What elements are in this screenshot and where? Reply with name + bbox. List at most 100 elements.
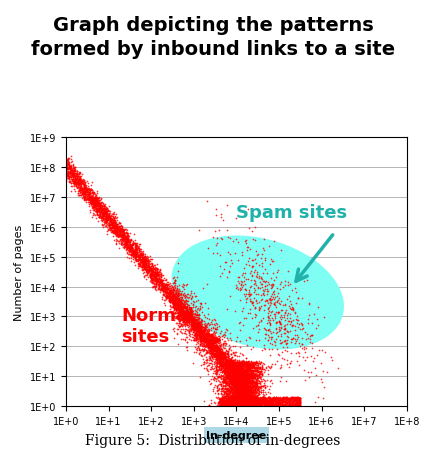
Text: Normal
sites: Normal sites xyxy=(121,306,194,345)
Point xyxy=(267,321,273,328)
Point xyxy=(257,385,264,392)
Point xyxy=(273,329,280,336)
Point xyxy=(209,345,216,352)
Point xyxy=(234,376,241,383)
Point xyxy=(248,401,254,408)
Point xyxy=(217,397,224,404)
Point xyxy=(205,344,212,352)
Point xyxy=(239,387,245,394)
Point xyxy=(225,367,232,374)
Point xyxy=(240,384,247,392)
Point xyxy=(251,372,258,379)
Point xyxy=(243,361,250,369)
Point xyxy=(134,255,141,263)
Point xyxy=(181,315,188,322)
Point xyxy=(101,211,107,218)
Point xyxy=(258,382,265,390)
Point xyxy=(75,177,81,184)
Point xyxy=(176,302,183,309)
Point xyxy=(245,392,252,399)
Point xyxy=(212,359,219,367)
Point xyxy=(234,396,241,403)
Point xyxy=(245,359,251,366)
Point xyxy=(220,341,227,348)
Point xyxy=(279,338,285,346)
Point xyxy=(230,378,236,386)
Point xyxy=(95,208,101,215)
Point xyxy=(211,343,218,351)
Point xyxy=(232,373,239,381)
Point xyxy=(220,397,227,405)
Point xyxy=(307,338,314,346)
Point xyxy=(89,199,96,207)
Point xyxy=(250,360,257,367)
Point xyxy=(113,229,120,236)
Point xyxy=(222,363,229,370)
Point xyxy=(236,363,243,370)
Point xyxy=(243,400,250,408)
Point xyxy=(197,324,204,331)
Point xyxy=(217,397,224,405)
Point xyxy=(216,353,222,361)
Point xyxy=(235,398,242,405)
Point xyxy=(318,376,325,383)
Point xyxy=(108,221,115,229)
Point xyxy=(281,323,288,330)
Point xyxy=(113,223,120,230)
Point xyxy=(230,394,237,402)
Point xyxy=(179,321,186,328)
Point xyxy=(191,317,198,324)
Point xyxy=(213,352,219,359)
Point xyxy=(117,232,124,239)
Point xyxy=(77,181,84,188)
Point xyxy=(225,376,231,383)
Point xyxy=(184,339,190,347)
Point xyxy=(152,271,159,279)
Point xyxy=(219,352,226,359)
Point xyxy=(181,312,188,319)
Point xyxy=(217,349,224,357)
Point xyxy=(232,375,239,382)
Point xyxy=(176,288,183,296)
Point xyxy=(241,387,248,395)
Point xyxy=(292,336,299,343)
Point xyxy=(274,397,281,404)
Point xyxy=(188,287,195,295)
Point xyxy=(190,317,197,325)
Point xyxy=(194,324,201,331)
Point xyxy=(281,396,288,403)
Point xyxy=(245,378,251,385)
Point xyxy=(256,397,262,404)
Point xyxy=(238,252,245,259)
Point xyxy=(227,369,234,377)
Point xyxy=(167,293,173,300)
Point xyxy=(225,403,232,410)
Point xyxy=(224,356,230,364)
Point xyxy=(208,335,215,342)
Point xyxy=(189,308,196,315)
Point xyxy=(201,330,208,338)
Point xyxy=(167,290,174,297)
Point xyxy=(256,396,263,403)
Point xyxy=(250,401,257,409)
Point xyxy=(239,387,245,394)
Point xyxy=(253,297,260,304)
Point xyxy=(132,252,139,259)
Point xyxy=(240,392,247,399)
Point xyxy=(311,364,318,371)
Point xyxy=(85,194,92,202)
Point xyxy=(140,263,147,270)
Point xyxy=(250,398,257,406)
Point xyxy=(151,280,158,287)
Point xyxy=(270,293,276,301)
Point xyxy=(106,208,113,216)
Point xyxy=(294,313,300,320)
Point xyxy=(274,266,281,274)
Point xyxy=(115,232,122,240)
Point xyxy=(233,364,240,371)
Point xyxy=(279,400,286,408)
Point xyxy=(225,395,232,403)
Point xyxy=(250,367,257,374)
Point xyxy=(282,336,289,344)
Point xyxy=(180,293,187,300)
